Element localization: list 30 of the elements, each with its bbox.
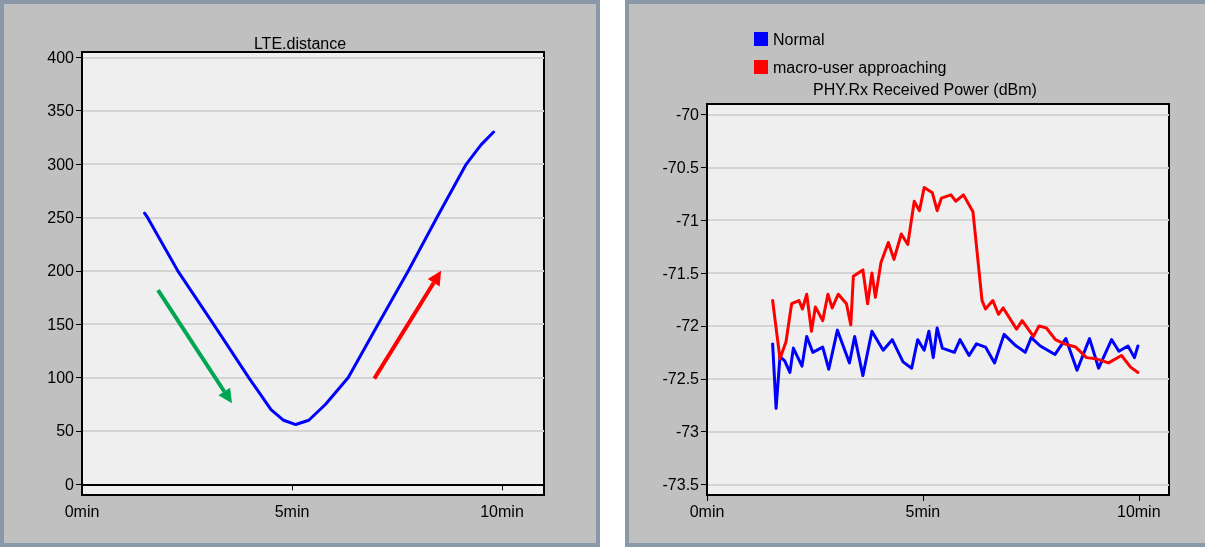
y-tick-label: -71.5 xyxy=(662,264,700,282)
x-tick-label: 10min xyxy=(1116,502,1161,520)
y-tick-label: -72.5 xyxy=(662,370,700,388)
y-tick-label: -72 xyxy=(675,317,700,335)
x-tick-label: 0min xyxy=(64,502,100,520)
y-tick-label: 350 xyxy=(47,102,75,120)
y-tick-label: 0 xyxy=(65,475,75,493)
line-series xyxy=(771,185,1140,374)
x-tick-label: 10min xyxy=(480,502,524,520)
chart-title: PHY.Rx Received Power (dBm) xyxy=(813,80,1037,98)
x-tick-label: 5min xyxy=(274,502,310,520)
y-tick-label: 250 xyxy=(47,208,75,226)
legend-label: macro-user approaching xyxy=(773,58,947,76)
y-tick-label: 150 xyxy=(47,315,75,333)
y-tick-label: 300 xyxy=(47,155,75,173)
y-tick-label: 50 xyxy=(56,422,75,440)
y-tick-label: -71 xyxy=(675,211,700,229)
y-tick-label: -70 xyxy=(675,106,700,124)
y-tick-label: -73 xyxy=(675,423,700,441)
x-tick-label: 0min xyxy=(689,502,725,520)
y-tick-label: -70.5 xyxy=(662,158,700,176)
x-tick-label: 5min xyxy=(905,502,941,520)
y-tick-label: 200 xyxy=(47,262,75,280)
y-tick-label: -73.5 xyxy=(662,475,700,493)
line-series xyxy=(143,130,496,427)
y-tick-label: 400 xyxy=(47,48,75,66)
chart-title: LTE.distance xyxy=(253,34,347,52)
y-tick-label: 100 xyxy=(47,369,75,387)
line-series xyxy=(771,326,1140,410)
legend-label: Normal xyxy=(773,30,825,48)
